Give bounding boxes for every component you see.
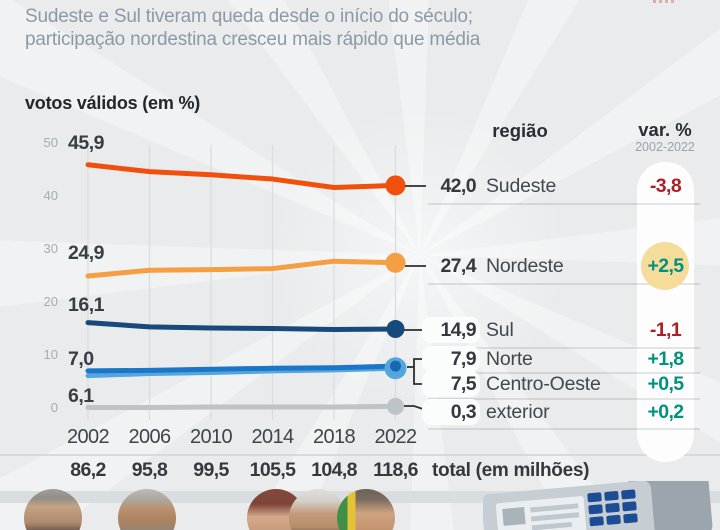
year-label-2022: 2022	[374, 426, 417, 448]
voting-machine-illustration	[483, 481, 713, 530]
var-column-header: var. %	[638, 119, 692, 140]
end-value: 7,5	[422, 371, 480, 397]
var-value: -3,8	[649, 175, 682, 197]
logo-fragment	[653, 0, 677, 3]
region-name: Sudeste	[486, 175, 557, 197]
headline-line-2: participação nordestina cresceu mais ráp…	[25, 29, 481, 50]
total-value-2014: 105,5	[249, 459, 296, 481]
screen-text-line	[530, 512, 580, 522]
president-photo-2	[118, 489, 176, 530]
var-value: +0,2	[647, 401, 684, 423]
row-separator	[428, 347, 700, 349]
screen-text-line	[531, 521, 573, 530]
screen-photo-box	[502, 507, 526, 526]
region-name: Sul	[486, 319, 514, 341]
row-separator	[428, 428, 700, 430]
row-separator	[428, 203, 700, 205]
end-value: 0,3	[422, 399, 480, 425]
total-value-2022: 118,6	[373, 459, 418, 481]
end-value: 7,9	[422, 346, 480, 372]
end-value: 14,9	[422, 317, 480, 343]
y-tick-50: 50	[43, 135, 58, 150]
y-tick-10: 10	[43, 347, 58, 362]
var-value: +2,5	[647, 255, 684, 277]
var-column-strip	[637, 162, 694, 462]
y-tick-20: 20	[43, 294, 58, 309]
year-label-2014: 2014	[251, 426, 294, 448]
region-name: Nordeste	[486, 255, 564, 277]
region-column-header: região	[492, 120, 548, 141]
screen-text-line	[530, 503, 579, 513]
var-value: +1,8	[647, 348, 684, 370]
row-separator	[428, 398, 700, 400]
end-value: 27,4	[440, 255, 476, 277]
start-value-Centro-Oeste: 6,1	[68, 384, 94, 407]
year-label-2010: 2010	[189, 426, 233, 448]
y-tick-30: 30	[43, 241, 58, 256]
voting-machine-keypad	[587, 489, 638, 527]
var-value: -1,1	[649, 319, 682, 341]
region-name: Centro-Oeste	[486, 373, 601, 395]
var-value: +0,5	[647, 373, 684, 395]
nordeste-highlight-circle	[641, 242, 689, 290]
y-tick-0: 0	[50, 400, 58, 415]
y-tick-40: 40	[43, 188, 58, 203]
region-name: Norte	[486, 348, 533, 370]
start-value-Sudeste: 45,9	[68, 131, 104, 154]
var-column-subheader: 2002-2022	[635, 140, 695, 154]
president-photo-1	[24, 489, 82, 530]
year-label-2002: 2002	[66, 426, 110, 448]
total-value-2006: 95,8	[131, 459, 168, 481]
chart-heading: votos válidos (em %)	[25, 93, 201, 113]
total-value-2018: 104,8	[311, 459, 357, 481]
headline-line-1: Sudeste e Sul tiveram queda desde o iníc…	[25, 6, 473, 27]
start-value-Norte: 7,0	[68, 347, 94, 370]
start-value-Nordeste: 24,9	[68, 242, 104, 265]
row-separator	[428, 372, 700, 374]
row-separator	[428, 283, 700, 285]
president-photo-5	[337, 489, 395, 530]
total-value-2002: 86,2	[70, 459, 106, 481]
end-value: 42,0	[440, 175, 476, 197]
year-label-2018: 2018	[312, 426, 356, 448]
total-value-2010: 99,5	[193, 459, 229, 481]
start-value-Sul: 16,1	[68, 293, 104, 316]
region-name: exterior	[486, 401, 550, 423]
horizontal-divider	[0, 454, 720, 456]
headline: Sudeste e Sul tiveram queda desde o iníc…	[25, 5, 480, 51]
totals-row-label: total (em milhões)	[432, 460, 590, 481]
year-label-2006: 2006	[128, 426, 171, 448]
